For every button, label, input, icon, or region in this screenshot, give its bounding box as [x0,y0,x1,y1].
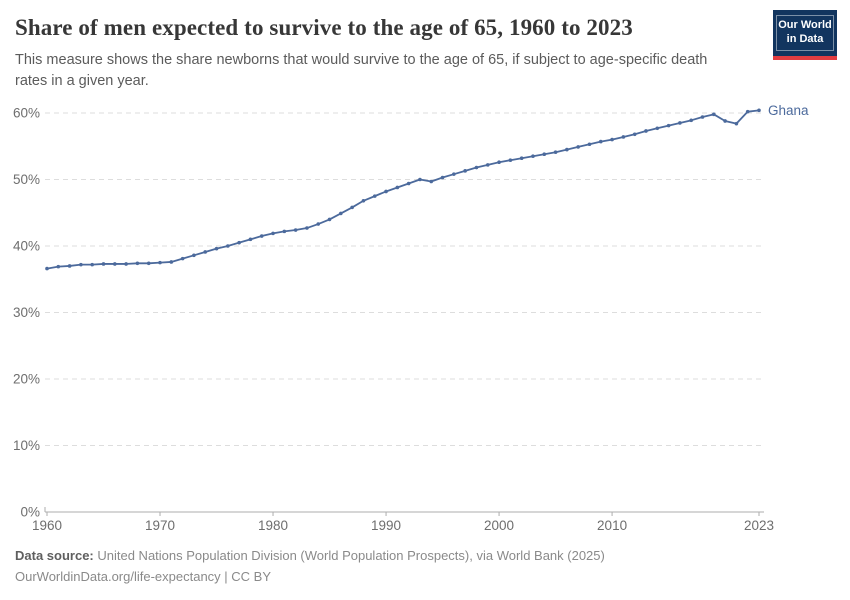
license-text: | CC BY [220,569,272,585]
data-point-2011[interactable] [621,135,626,139]
data-point-1967[interactable] [124,262,128,266]
x-tick-label-1970: 1970 [145,518,175,533]
data-point-2023[interactable] [757,108,761,113]
data-point-1978[interactable] [248,237,253,242]
data-point-2005[interactable] [553,150,558,155]
data-point-1968[interactable] [135,261,140,266]
chart-subtitle: This measure shows the share newborns th… [15,51,708,89]
data-point-2000[interactable] [497,160,501,165]
data-point-1983[interactable] [305,226,309,230]
data-point-2007[interactable] [576,145,580,149]
data-point-1997[interactable] [463,169,467,173]
data-point-2004[interactable] [542,152,547,157]
y-tick-label-60: 60% [13,106,40,121]
owid-logo[interactable]: Our World in Data [773,10,837,60]
data-point-2020[interactable] [723,119,727,123]
data-point-1987[interactable] [350,205,354,210]
chart-footer: Data source: United Nations Population D… [15,545,835,588]
data-point-1976[interactable] [226,244,230,248]
data-point-1963[interactable] [79,262,83,267]
data-point-2003[interactable] [531,154,535,159]
y-tick-label-30: 30% [13,305,40,320]
data-point-1969[interactable] [146,261,151,266]
ghana-trend-line [46,109,760,270]
chart-header: Share of men expected to survive to the … [15,14,770,92]
owid-logo-line2: in Data [786,32,824,45]
data-point-2013[interactable] [644,129,648,133]
data-point-2019[interactable] [711,112,716,117]
data-point-1994[interactable] [429,179,434,184]
data-point-1993[interactable] [418,177,422,182]
x-tick-label-2010: 2010 [597,518,627,533]
x-tick-label-1990: 1990 [371,518,401,533]
data-point-1988[interactable] [361,198,366,203]
data-point-2017[interactable] [689,118,693,123]
y-tick-label-40: 40% [13,239,40,254]
data-point-2021[interactable] [734,121,739,126]
data-point-2008[interactable] [587,142,592,147]
data-point-1999[interactable] [485,163,490,167]
y-tick-label-50: 50% [13,172,40,187]
data-point-1962[interactable] [67,264,72,268]
data-point-1986[interactable] [339,211,343,216]
data-point-2018[interactable] [700,115,705,119]
line-chart-svg[interactable]: 0% 10% 20% 30% 40% 50% 60% 1960 1970 1980 1990 2000… [0,95,850,540]
data-point-1973[interactable] [192,253,196,258]
owid-logo-line1: Our World [778,19,832,31]
data-point-1961[interactable] [56,264,61,269]
data-point-2002[interactable] [519,156,524,161]
data-point-1984[interactable] [316,222,321,226]
data-point-1960[interactable] [45,266,49,271]
chart-area[interactable]: 0% 10% 20% 30% 40% 50% 60% 1960 1970 1980 1990 2000… [0,95,850,540]
data-point-1965[interactable] [101,262,106,266]
data-point-1971[interactable] [169,260,174,264]
data-point-2009[interactable] [598,139,603,144]
owid-logo-frame: Our World in Data [776,15,834,51]
y-tick-label-0: 0% [20,505,40,520]
data-point-1991[interactable] [395,185,400,190]
data-point-1975[interactable] [214,246,219,251]
data-point-1979[interactable] [259,234,264,238]
data-point-1980[interactable] [271,231,275,236]
data-source-label: Data source: [15,548,94,563]
data-point-1981[interactable] [282,229,287,234]
data-point-1990[interactable] [384,189,388,194]
data-point-1998[interactable] [474,165,479,170]
data-source-line: Data source: United Nations Population D… [15,545,835,566]
series-label-ghana: Ghana [768,103,809,118]
data-point-1964[interactable] [90,262,95,267]
data-point-1982[interactable] [293,228,298,232]
x-tick-label-1980: 1980 [258,518,288,533]
data-point-1992[interactable] [406,181,411,186]
data-point-2015[interactable] [666,123,671,128]
x-tick-label-2023: 2023 [744,518,774,533]
data-point-1972[interactable] [180,256,185,261]
data-point-2014[interactable] [655,126,660,131]
x-tick-label-2000: 2000 [484,518,514,533]
data-point-2016[interactable] [678,121,682,125]
data-point-1977[interactable] [237,240,241,245]
data-point-1996[interactable] [452,172,456,176]
data-point-2022[interactable] [745,109,750,114]
data-point-1966[interactable] [113,262,117,266]
y-tick-label-10: 10% [13,438,40,453]
chart-title: Share of men expected to survive to the … [15,15,633,40]
x-tick-label-1960: 1960 [32,518,62,533]
y-tick-label-20: 20% [13,372,40,387]
data-point-2006[interactable] [565,147,569,152]
data-point-1995[interactable] [440,175,445,180]
data-point-2001[interactable] [508,158,513,163]
data-point-1970[interactable] [158,260,162,265]
data-point-2012[interactable] [632,132,637,137]
data-point-1985[interactable] [327,217,332,222]
owid-url-link[interactable]: OurWorldinData.org/life-expectancy [15,569,221,585]
data-point-2010[interactable] [610,137,614,142]
data-point-1989[interactable] [372,194,377,198]
data-source-text: United Nations Population Division (Worl… [93,548,605,563]
attribution-line: OurWorldinData.org/life-expectancy | CC … [15,566,835,587]
data-point-1974[interactable] [203,250,208,254]
